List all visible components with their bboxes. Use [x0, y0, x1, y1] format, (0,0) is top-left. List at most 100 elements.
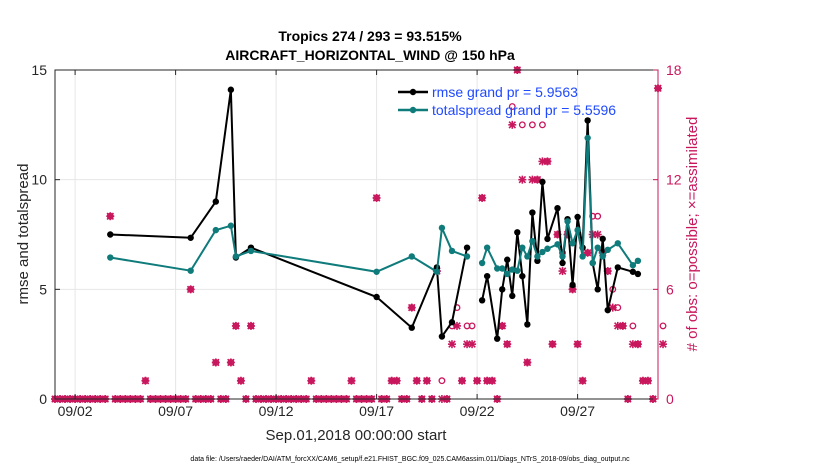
obs-possible-marker: [629, 322, 637, 330]
totalspread-point: [247, 247, 255, 255]
rmse-point: [509, 292, 516, 300]
totalspread-point: [438, 224, 446, 232]
legend-marker-totalspread: [409, 106, 417, 114]
legend: rmse grand pr = 5.9563 totalspread grand…: [398, 84, 616, 118]
rmse-point: [604, 306, 611, 314]
obs-assimilated-marker: [246, 321, 255, 330]
obs-assimilated-marker: [347, 376, 356, 385]
totalspread-point: [629, 262, 637, 269]
rmse-point: [554, 204, 561, 212]
totalspread-point: [539, 248, 546, 256]
obs-assimilated-marker: [583, 248, 592, 257]
obs-possible-marker: [594, 212, 602, 220]
obs-possible-marker: [468, 322, 476, 330]
obs-assimilated-marker: [372, 193, 381, 202]
totalspread-point: [614, 240, 621, 247]
rmse-point: [544, 235, 551, 243]
rmse-point: [483, 272, 491, 280]
y2-tick-label: 12: [666, 172, 682, 188]
rmse-point: [594, 286, 601, 293]
totalspread-point: [227, 222, 235, 229]
totalspread-point: [499, 265, 506, 272]
y-axis-label: rmse and totalspread: [15, 164, 32, 305]
rmse-point: [559, 259, 566, 267]
totalspread-point: [212, 226, 219, 234]
totalspread-point: [463, 253, 471, 260]
totalspread-point: [564, 218, 571, 225]
obs-assimilated-marker: [618, 321, 627, 330]
obs-assimilated-marker: [578, 376, 587, 385]
totalspread-point: [529, 237, 536, 245]
totalspread-point: [514, 267, 521, 274]
totalspread-point: [373, 268, 380, 275]
totalspread-point: [599, 253, 606, 260]
rmse-point: [494, 335, 501, 342]
y-tick-label: 10: [31, 172, 47, 188]
obs-assimilated-marker: [447, 340, 456, 349]
rmse-point: [599, 235, 606, 243]
rmse-point: [478, 297, 486, 304]
obs-possible-marker: [508, 103, 516, 111]
obs-assimilated-marker: [226, 358, 235, 367]
obs-possible-marker: [528, 121, 536, 129]
x-tick-label: 09/22: [460, 403, 495, 419]
legend-marker-rmse: [409, 88, 417, 96]
totalspread-point: [187, 267, 194, 274]
chart-title: Tropics 274 / 293 = 93.515%: [278, 28, 462, 44]
totalspread-point: [483, 244, 491, 251]
totalspread-point: [519, 244, 526, 251]
x-tick-label: 09/17: [359, 403, 394, 419]
rmse-point: [529, 209, 536, 216]
y2-axis-label: # of obs: o=possible; ×=assimilated: [684, 117, 701, 352]
totalspread-point: [524, 253, 531, 260]
obs-assimilated-marker: [593, 230, 602, 239]
y-tick-label: 5: [39, 281, 47, 297]
chart-subtitle: AIRCRAFT_HORIZONTAL_WIND @ 150 hPa: [225, 47, 515, 63]
totalspread-point: [448, 247, 456, 255]
totalspread-point: [569, 240, 576, 247]
totalspread-point: [604, 246, 611, 254]
obs-assimilated-marker: [503, 340, 512, 349]
rmse-point: [614, 264, 621, 271]
obs-assimilated-marker: [508, 120, 517, 129]
obs-assimilated-marker: [458, 376, 467, 385]
rmse-point: [534, 257, 541, 265]
totalspread-point: [579, 253, 586, 260]
axes: 09/02 09/07 09/12 09/17 09/22 09/27 0 5 10 15 0 6 12…: [31, 62, 681, 419]
totalspread-point: [584, 134, 591, 142]
rmse-point: [107, 231, 114, 238]
obs-assimilated-marker: [518, 175, 527, 184]
y2-tick-label: 18: [666, 62, 682, 78]
obs-assimilated-marker: [498, 321, 507, 330]
x-axis-label: Sep.01,2018 00:00:00 start: [266, 427, 448, 444]
y-tick-label: 15: [31, 62, 47, 78]
rmse-point: [569, 281, 576, 289]
y2-tick-label: 6: [666, 281, 674, 297]
totalspread-point: [494, 265, 501, 272]
rmse-point: [187, 234, 194, 241]
obs-assimilated-marker: [643, 376, 652, 385]
rmse-point: [514, 229, 521, 236]
rmse-point: [448, 319, 456, 326]
obs-assimilated-marker: [558, 267, 567, 276]
obs-assimilated-marker: [231, 321, 240, 330]
rmse-point: [539, 178, 546, 186]
obs-assimilated-marker: [141, 376, 150, 385]
footer-data-file: data file: /Users/raeder/DAI/ATM_forcXX/…: [190, 456, 630, 463]
obs-assimilated-marker: [488, 376, 497, 385]
y-tick-label: 0: [39, 391, 47, 407]
obs-assimilated-marker: [543, 157, 552, 166]
obs-assimilated-marker: [211, 358, 220, 367]
obs-assimilated-marker: [523, 358, 532, 367]
obs-possible-marker: [538, 121, 546, 129]
rmse-point: [519, 272, 526, 280]
obs-assimilated-marker: [412, 376, 421, 385]
obs-assimilated-marker: [236, 376, 245, 385]
rmse-point: [227, 86, 235, 93]
series-lines: [107, 86, 642, 342]
x-tick-label: 09/12: [259, 403, 294, 419]
totalspread-point: [232, 253, 240, 260]
obs-assimilated-marker: [478, 193, 487, 202]
y2-tick-label: 0: [666, 391, 674, 407]
totalspread-line-segment: [110, 224, 468, 274]
